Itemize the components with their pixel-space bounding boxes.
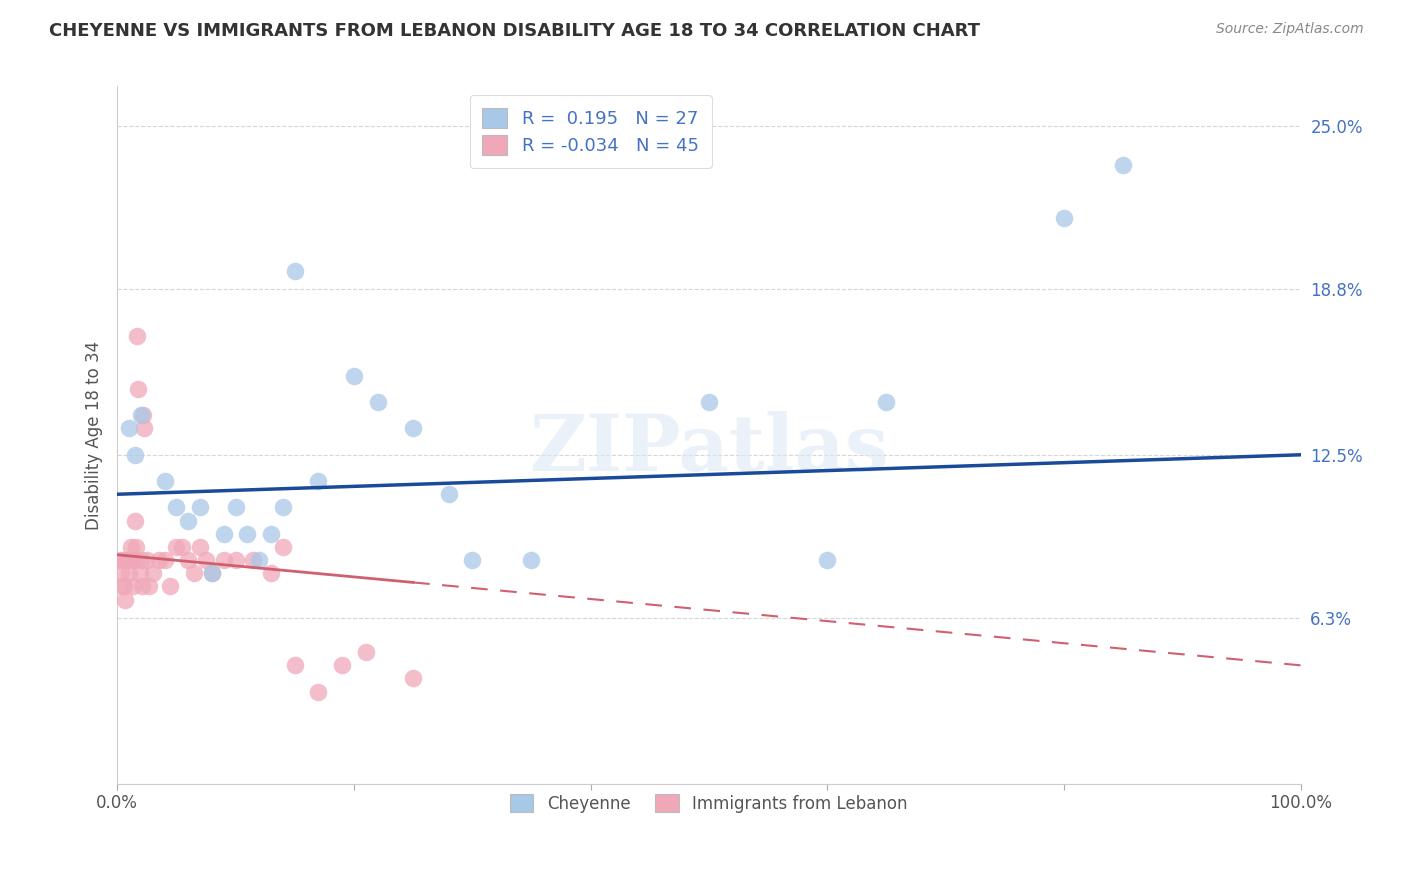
Point xyxy=(165,500,187,515)
Point xyxy=(153,553,176,567)
Point xyxy=(128,566,150,581)
Point xyxy=(260,526,283,541)
Point xyxy=(112,553,135,567)
Point xyxy=(138,579,160,593)
Point xyxy=(402,672,425,686)
Point xyxy=(111,579,134,593)
Point xyxy=(815,553,838,567)
Point xyxy=(129,409,152,423)
Point xyxy=(343,368,366,383)
Point xyxy=(354,645,377,659)
Point xyxy=(1053,211,1076,225)
Point xyxy=(188,540,211,554)
Point xyxy=(115,553,138,567)
Point xyxy=(201,566,224,581)
Point xyxy=(127,382,149,396)
Point xyxy=(120,553,142,567)
Point xyxy=(307,684,329,698)
Point xyxy=(271,500,294,515)
Point xyxy=(201,566,224,581)
Point xyxy=(520,553,543,567)
Point xyxy=(212,553,235,567)
Point xyxy=(118,566,141,581)
Point xyxy=(284,658,307,673)
Point xyxy=(225,553,247,567)
Point xyxy=(437,487,460,501)
Point xyxy=(134,421,156,435)
Point xyxy=(183,566,205,581)
Y-axis label: Disability Age 18 to 34: Disability Age 18 to 34 xyxy=(86,341,103,530)
Point xyxy=(875,395,897,409)
Point xyxy=(114,592,136,607)
Point xyxy=(260,566,283,581)
Point xyxy=(284,263,307,277)
Point xyxy=(159,579,181,593)
Text: ZIPatlas: ZIPatlas xyxy=(529,411,889,487)
Point xyxy=(188,500,211,515)
Point xyxy=(127,329,149,343)
Point xyxy=(236,526,259,541)
Point xyxy=(108,553,131,567)
Point xyxy=(122,553,145,567)
Text: CHEYENNE VS IMMIGRANTS FROM LEBANON DISABILITY AGE 18 TO 34 CORRELATION CHART: CHEYENNE VS IMMIGRANTS FROM LEBANON DISA… xyxy=(49,22,980,40)
Point xyxy=(110,566,132,581)
Point xyxy=(461,553,484,567)
Point xyxy=(121,579,143,593)
Point xyxy=(153,474,176,488)
Point xyxy=(177,553,200,567)
Point xyxy=(129,553,152,567)
Point xyxy=(402,421,425,435)
Point xyxy=(112,579,135,593)
Point xyxy=(172,540,194,554)
Legend: Cheyenne, Immigrants from Lebanon: Cheyenne, Immigrants from Lebanon xyxy=(499,782,920,824)
Point xyxy=(124,514,146,528)
Text: Source: ZipAtlas.com: Source: ZipAtlas.com xyxy=(1216,22,1364,37)
Point xyxy=(148,553,170,567)
Point xyxy=(194,553,217,567)
Point xyxy=(142,566,165,581)
Point xyxy=(697,395,720,409)
Point xyxy=(135,553,157,567)
Point xyxy=(125,540,148,554)
Point xyxy=(132,409,155,423)
Point xyxy=(242,553,264,567)
Point xyxy=(247,553,270,567)
Point xyxy=(120,540,142,554)
Point xyxy=(117,553,139,567)
Point xyxy=(212,526,235,541)
Point xyxy=(307,474,329,488)
Point xyxy=(271,540,294,554)
Point xyxy=(225,500,247,515)
Point xyxy=(177,514,200,528)
Point xyxy=(367,395,389,409)
Point xyxy=(124,448,146,462)
Point xyxy=(1112,158,1135,172)
Point xyxy=(131,579,153,593)
Point xyxy=(330,658,353,673)
Point xyxy=(118,421,141,435)
Point xyxy=(165,540,187,554)
